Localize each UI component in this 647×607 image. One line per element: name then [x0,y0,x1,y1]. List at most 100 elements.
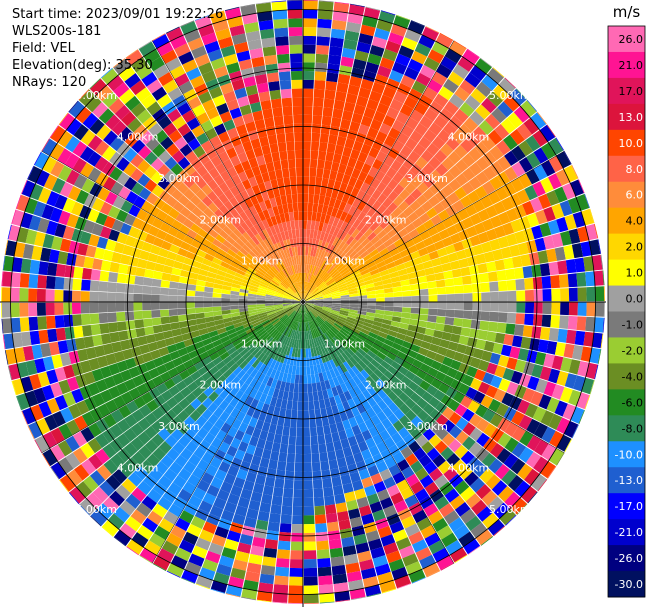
velocity-gate [418,347,429,357]
velocity-gate [453,108,469,124]
velocity-gate [345,93,358,105]
velocity-gate [338,127,349,138]
velocity-gate [366,244,377,254]
velocity-gate [347,157,358,168]
velocity-gate [437,129,452,143]
velocity-gate [556,452,565,466]
velocity-gate [350,253,360,262]
velocity-gate [410,289,420,296]
velocity-gate [322,306,332,310]
velocity-gate [390,23,407,37]
velocity-gate [445,136,460,151]
velocity-gate [339,182,348,193]
velocity-gate [304,281,307,291]
velocity-gate [339,211,348,222]
velocity-gate [589,347,601,364]
velocity-gate [370,177,381,189]
velocity-gate [303,246,306,256]
velocity-gate [487,91,503,107]
velocity-gate [337,73,351,85]
velocity-gate [327,179,336,189]
velocity-gate [312,307,321,314]
velocity-gate [530,197,543,213]
velocity-gate [459,79,476,95]
velocity-gate [489,281,499,292]
velocity-gate [328,283,337,289]
velocity-gate [303,281,306,291]
colorbar-tick-label: 1.0 [626,267,644,280]
velocity-gate [556,370,569,387]
velocity-gate [341,302,350,305]
velocity-gate [313,306,322,312]
velocity-gate [382,115,396,128]
velocity-gate [498,211,511,225]
velocity-gate [554,342,566,357]
velocity-gate [526,152,541,169]
velocity-gate [385,40,401,54]
velocity-gate [377,331,388,339]
velocity-gate [550,275,560,289]
velocity-gate [546,124,556,138]
velocity-gate [400,217,412,228]
velocity-gate [433,93,449,108]
velocity-gate [514,359,527,373]
velocity-gate [370,119,383,131]
velocity-gate [442,236,453,247]
velocity-gate [456,249,467,260]
velocity-gate [334,276,344,283]
velocity-gate [542,302,552,315]
velocity-gate [474,58,492,75]
velocity-gate [473,391,486,404]
velocity-gate [340,306,350,310]
velocity-gate [594,317,604,333]
velocity-gate [509,244,521,257]
velocity-gate [347,84,360,96]
velocity-gate [509,89,527,106]
velocity-gate [430,232,442,244]
velocity-gate [341,174,351,185]
velocity-gate [320,287,329,293]
velocity-gate [392,286,402,293]
velocity-gate [419,212,431,224]
velocity-gate [422,26,439,41]
velocity-gate [436,287,447,295]
velocity-gate [376,181,387,193]
velocity-gate [401,233,412,244]
velocity-gate [401,307,412,313]
velocity-gate [420,340,431,350]
velocity-gate [303,220,307,229]
velocity-gate [406,330,416,338]
velocity-gate [407,211,419,223]
velocity-gate [548,261,559,276]
velocity-gate [341,192,351,203]
velocity-gate [391,281,402,288]
velocity-gate [376,351,387,361]
velocity-gate [475,104,491,120]
velocity-gate [431,136,446,150]
velocity-gate [454,144,468,159]
velocity-gate [307,273,311,283]
velocity-gate [388,127,401,140]
velocity-gate [436,247,448,258]
velocity-gate [516,189,530,204]
velocity-gate [416,326,426,335]
velocity-gate [401,37,418,51]
velocity-gate [481,350,493,362]
velocity-gate [487,129,503,145]
velocity-gate [314,239,320,249]
velocity-gate [366,127,379,139]
velocity-gate [306,264,309,274]
velocity-gate [417,320,428,328]
velocity-gate [348,250,358,259]
velocity-gate [572,345,584,361]
velocity-gate [470,378,482,391]
velocity-gate [551,233,564,248]
velocity-gate [382,197,393,209]
velocity-gate [343,39,358,51]
velocity-gate [480,195,493,209]
velocity-gate [329,312,339,318]
velocity-gate [442,356,454,367]
velocity-gate [393,195,404,207]
velocity-gate [328,267,336,275]
velocity-gate [354,278,365,285]
